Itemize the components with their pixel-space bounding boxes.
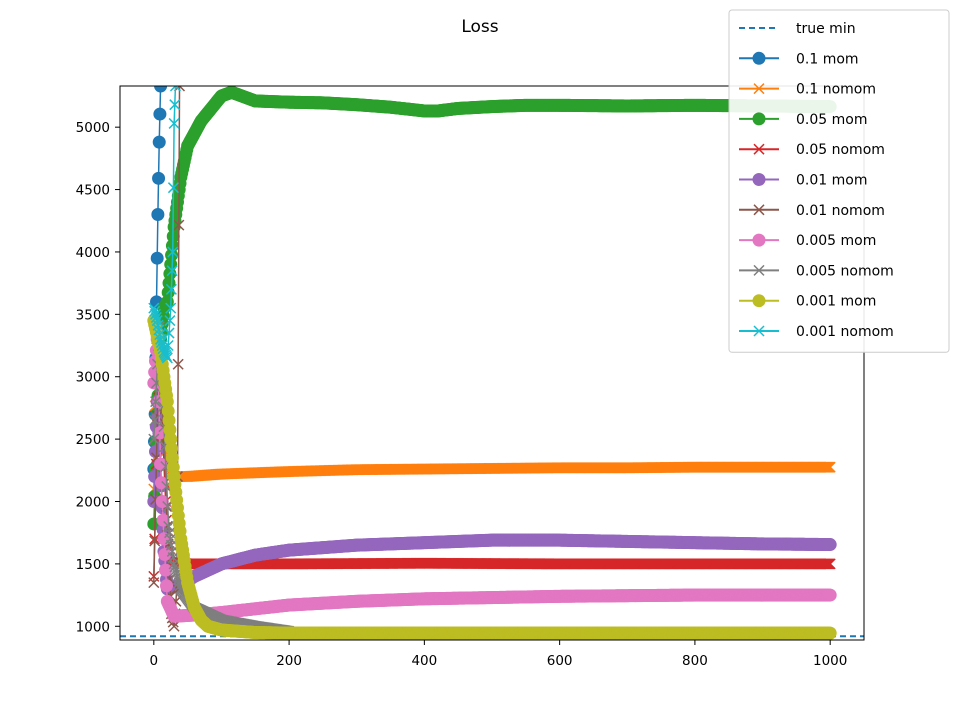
legend-marker xyxy=(752,294,766,308)
data-point xyxy=(154,86,168,93)
data-point xyxy=(823,538,837,552)
legend-label: 0.05 nomom xyxy=(796,142,885,158)
legend-marker xyxy=(752,51,766,65)
legend-marker xyxy=(752,173,766,186)
legend-label: 0.005 nomom xyxy=(796,263,894,279)
data-point xyxy=(152,171,166,185)
series-0-1-nomom xyxy=(148,308,836,495)
y-tick-label: 4500 xyxy=(76,183,110,199)
y-tick-label: 3000 xyxy=(76,370,110,386)
legend-label: true min xyxy=(796,21,856,37)
x-tick-label: 400 xyxy=(411,653,437,669)
data-point xyxy=(154,476,168,490)
data-point xyxy=(172,358,184,370)
legend-label: 0.005 mom xyxy=(796,233,876,249)
x-tick-label: 600 xyxy=(547,653,573,669)
y-axis: 1000 1500 2000 2500 3000 3500 4000 4500 5000 xyxy=(76,120,120,635)
legend-marker xyxy=(752,233,766,247)
data-point xyxy=(154,457,168,471)
data-point xyxy=(153,107,167,121)
y-tick-label: 2000 xyxy=(76,495,110,511)
data-point xyxy=(159,563,173,577)
y-tick-label: 5000 xyxy=(76,120,110,136)
data-point xyxy=(824,558,836,570)
y-tick-label: 3500 xyxy=(76,307,110,323)
legend-label: 0.001 nomom xyxy=(796,324,894,340)
data-point xyxy=(151,208,165,222)
legend-label: 0.05 mom xyxy=(796,112,867,128)
data-point xyxy=(160,579,173,593)
legend-label: 0.01 nomom xyxy=(796,203,885,219)
x-tick-label: 1000 xyxy=(813,653,847,669)
y-tick-label: 1000 xyxy=(76,619,110,635)
legend-label: 0.01 mom xyxy=(796,173,867,189)
x-tick-label: 200 xyxy=(276,653,302,669)
data-point xyxy=(173,86,186,92)
data-point xyxy=(823,626,837,640)
legend-label: 0.001 mom xyxy=(796,294,876,310)
y-tick-label: 2500 xyxy=(76,432,110,448)
data-point xyxy=(173,219,185,231)
series-0-005-mom xyxy=(147,332,837,623)
data-point xyxy=(824,461,836,473)
y-tick-label: 1500 xyxy=(76,557,110,573)
x-tick-label: 800 xyxy=(682,653,708,669)
legend-label: 0.1 nomom xyxy=(796,82,876,98)
data-point xyxy=(148,577,160,589)
series-layer xyxy=(120,86,864,640)
legend-marker xyxy=(752,112,766,126)
data-point xyxy=(823,588,837,602)
data-point xyxy=(168,620,180,632)
y-tick-label: 4000 xyxy=(76,245,110,261)
data-point xyxy=(150,251,164,265)
x-axis: 0 200 400 600 800 1000 xyxy=(150,640,847,669)
legend-label: 0.1 mom xyxy=(796,51,859,67)
legend: true min 0.1 mom 0.1 nomom 0.05 mom 0.05 nom… xyxy=(728,9,950,353)
x-tick-label: 0 xyxy=(150,653,159,669)
data-point xyxy=(152,135,166,149)
chart-title: Loss xyxy=(461,17,498,37)
